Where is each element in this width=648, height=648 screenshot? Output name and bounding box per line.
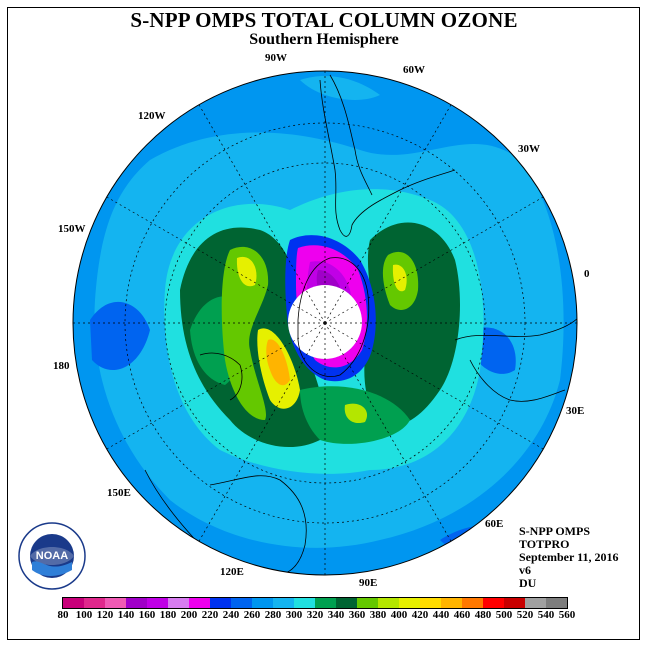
colorbar-tick-label: 520 bbox=[516, 609, 534, 621]
map-boundary bbox=[72, 70, 578, 576]
noaa-logo: NOAA bbox=[18, 522, 86, 590]
colorbar-swatch bbox=[189, 598, 210, 608]
colorbar-tick-label: 440 bbox=[432, 609, 450, 621]
colorbar-tick-label: 100 bbox=[75, 609, 93, 621]
colorbar-tick-label: 180 bbox=[159, 609, 177, 621]
colorbar-swatch bbox=[357, 598, 378, 608]
colorbar-swatch bbox=[273, 598, 294, 608]
colorbar-swatch bbox=[336, 598, 357, 608]
colorbar-swatch bbox=[210, 598, 231, 608]
africa-south-coast bbox=[469, 359, 566, 402]
ozone-band-360-west bbox=[221, 246, 269, 420]
colorbar-swatch bbox=[126, 598, 147, 608]
lon-label-0: 0 bbox=[584, 268, 590, 280]
colorbar-tick-label: 400 bbox=[390, 609, 408, 621]
colorbar-swatch bbox=[420, 598, 441, 608]
ozone-patch-400-west bbox=[236, 256, 257, 287]
colorbar-tick-label: 380 bbox=[369, 609, 387, 621]
colorbar-swatch bbox=[546, 598, 567, 608]
meridian-line bbox=[324, 104, 452, 324]
colorbar-swatch bbox=[315, 598, 336, 608]
meridian-lines bbox=[73, 71, 577, 575]
south-america-coastline bbox=[319, 79, 456, 237]
colorbar-swatch bbox=[168, 598, 189, 608]
info-date: September 11, 2016 bbox=[519, 550, 619, 564]
colorbar-swatch bbox=[462, 598, 483, 608]
ozone-patch-400-east bbox=[392, 264, 407, 292]
lon-label-30e: 30E bbox=[566, 405, 585, 417]
colorbar-tick-label: 540 bbox=[537, 609, 555, 621]
colorbar-swatch bbox=[441, 598, 462, 608]
colorbar-tick-label: 140 bbox=[117, 609, 135, 621]
colorbar-tick-label: 160 bbox=[138, 609, 156, 621]
ozone-patch-240-west bbox=[90, 301, 150, 370]
colorbar-tick-label: 480 bbox=[474, 609, 492, 621]
info-block: S-NPP OMPS TOTPRO September 11, 2016 v6 … bbox=[519, 525, 618, 590]
meridian-line bbox=[324, 322, 544, 450]
lon-label-150w: 150W bbox=[58, 223, 86, 235]
info-product: TOTPRO bbox=[519, 537, 570, 551]
meridian-line bbox=[324, 196, 544, 324]
africa-coastline bbox=[454, 317, 577, 341]
colorbar-swatch bbox=[399, 598, 420, 608]
noaa-logo-text: NOAA bbox=[36, 550, 68, 562]
meridian-line bbox=[106, 322, 326, 450]
colorbar-tick-label: 560 bbox=[558, 609, 576, 621]
info-version: v6 bbox=[519, 563, 531, 577]
lon-label-90w: 90W bbox=[265, 52, 287, 64]
colorbar-tick-label: 220 bbox=[201, 609, 219, 621]
map-frame bbox=[7, 7, 640, 640]
lon-label-60e: 60E bbox=[485, 518, 504, 530]
colorbar-swatch bbox=[231, 598, 252, 608]
graticule bbox=[73, 71, 577, 575]
meridian-line bbox=[198, 104, 326, 324]
meridian-line bbox=[198, 322, 326, 542]
colorbar-swatch bbox=[504, 598, 525, 608]
colorbar-tick-label: 340 bbox=[327, 609, 345, 621]
colorbar-swatch bbox=[378, 598, 399, 608]
lon-label-120e: 120E bbox=[220, 566, 244, 578]
lon-label-150e: 150E bbox=[107, 487, 131, 499]
lon-label-60w: 60W bbox=[403, 64, 425, 76]
colorbar-tick-label: 360 bbox=[348, 609, 366, 621]
ozone-patch-380-south bbox=[344, 403, 368, 424]
colorbar-swatch bbox=[105, 598, 126, 608]
lon-label-180: 180 bbox=[53, 360, 70, 372]
colorbar-tick-label: 280 bbox=[264, 609, 282, 621]
colorbar-tick-label: 80 bbox=[57, 609, 69, 621]
south-america-east-coast bbox=[329, 74, 373, 196]
colorbar-tick-label: 420 bbox=[411, 609, 429, 621]
lon-label-30w: 30W bbox=[518, 143, 540, 155]
colorbar-swatch bbox=[63, 598, 84, 608]
colorbar-tick-label: 300 bbox=[285, 609, 303, 621]
colorbar bbox=[62, 597, 568, 609]
colorbar-tick-label: 320 bbox=[306, 609, 324, 621]
meridian-line bbox=[324, 322, 452, 542]
colorbar-swatch bbox=[483, 598, 504, 608]
ozone-peak-440 bbox=[266, 339, 290, 386]
info-instrument: S-NPP OMPS bbox=[519, 524, 590, 538]
colorbar-tick-label: 200 bbox=[180, 609, 198, 621]
colorbar-swatch bbox=[525, 598, 546, 608]
colorbar-swatch bbox=[147, 598, 168, 608]
map-title: S-NPP OMPS TOTAL COLUMN OZONE bbox=[130, 8, 518, 32]
colorbar-tick-label: 260 bbox=[243, 609, 261, 621]
antarctic-peninsula-west bbox=[199, 352, 243, 401]
colorbar-tick-label: 120 bbox=[96, 609, 114, 621]
colorbar-swatch bbox=[84, 598, 105, 608]
lon-label-90e: 90E bbox=[359, 577, 378, 589]
colorbar-swatch bbox=[294, 598, 315, 608]
lon-label-120w: 120W bbox=[138, 110, 166, 122]
colorbar-tick-label: 460 bbox=[453, 609, 471, 621]
meridian-line bbox=[106, 196, 326, 324]
info-units: DU bbox=[519, 576, 537, 590]
map-subtitle: Southern Hemisphere bbox=[249, 31, 399, 48]
australia-coastline bbox=[209, 475, 307, 575]
antarctica-coastline bbox=[297, 257, 370, 377]
colorbar-tick-label: 240 bbox=[222, 609, 240, 621]
colorbar-swatch bbox=[252, 598, 273, 608]
colorbar-tick-label: 500 bbox=[495, 609, 513, 621]
